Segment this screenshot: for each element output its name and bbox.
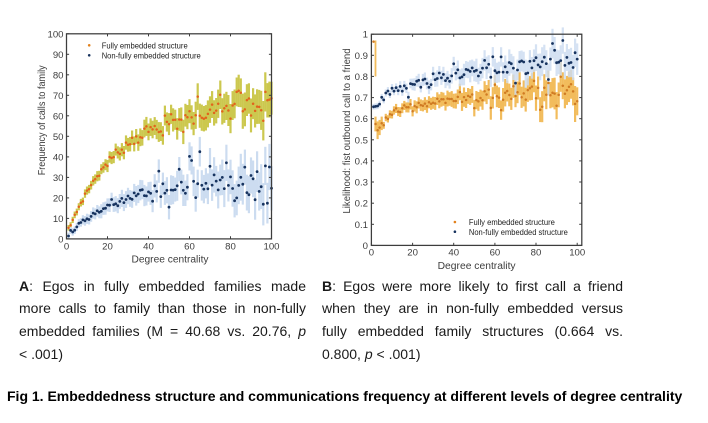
svg-text:40: 40	[143, 241, 154, 252]
svg-text:20: 20	[407, 248, 418, 259]
svg-text:30: 30	[53, 173, 64, 184]
svg-text:100: 100	[569, 248, 585, 259]
svg-text:0: 0	[363, 241, 368, 252]
svg-text:0: 0	[369, 248, 374, 259]
svg-text:0.6: 0.6	[355, 114, 368, 125]
svg-text:Non-fully embedded structure: Non-fully embedded structure	[102, 50, 201, 60]
svg-text:80: 80	[53, 70, 64, 81]
svg-text:0.4: 0.4	[355, 156, 369, 167]
svg-text:60: 60	[53, 111, 64, 122]
svg-text:0.9: 0.9	[355, 51, 368, 62]
svg-text:10: 10	[53, 214, 64, 225]
svg-text:0.3: 0.3	[355, 178, 368, 189]
svg-text:20: 20	[102, 241, 113, 252]
svg-text:Likelihood: fist outbound call: Likelihood: fist outbound call to a frie…	[342, 49, 353, 214]
svg-text:0.8: 0.8	[355, 72, 368, 83]
svg-text:1: 1	[363, 30, 368, 41]
svg-text:60: 60	[490, 248, 501, 259]
svg-text:60: 60	[184, 241, 195, 252]
svg-text:90: 90	[53, 50, 64, 61]
svg-text:0.2: 0.2	[355, 199, 368, 210]
svg-text:40: 40	[53, 152, 64, 163]
svg-text:Degree centrality: Degree centrality	[438, 261, 516, 272]
svg-text:Fully embedded structure: Fully embedded structure	[102, 40, 188, 50]
svg-text:Degree centrality: Degree centrality	[132, 255, 209, 266]
svg-text:80: 80	[225, 241, 236, 252]
svg-text:0.7: 0.7	[355, 93, 368, 104]
svg-text:70: 70	[53, 91, 64, 102]
svg-text:0.5: 0.5	[355, 135, 368, 146]
svg-text:0: 0	[58, 234, 63, 245]
svg-text:100: 100	[47, 29, 63, 40]
svg-text:0.1: 0.1	[355, 220, 368, 231]
svg-text:0: 0	[64, 241, 69, 252]
svg-text:20: 20	[53, 193, 64, 204]
svg-text:Frequency of calls to family: Frequency of calls to family	[37, 65, 48, 175]
svg-text:100: 100	[263, 241, 279, 252]
svg-text:50: 50	[53, 132, 64, 143]
svg-text:Non-fully embedded structure: Non-fully embedded structure	[469, 227, 568, 237]
svg-text:40: 40	[448, 248, 459, 259]
svg-text:80: 80	[531, 248, 542, 259]
svg-text:Fully embedded structure: Fully embedded structure	[469, 217, 555, 227]
